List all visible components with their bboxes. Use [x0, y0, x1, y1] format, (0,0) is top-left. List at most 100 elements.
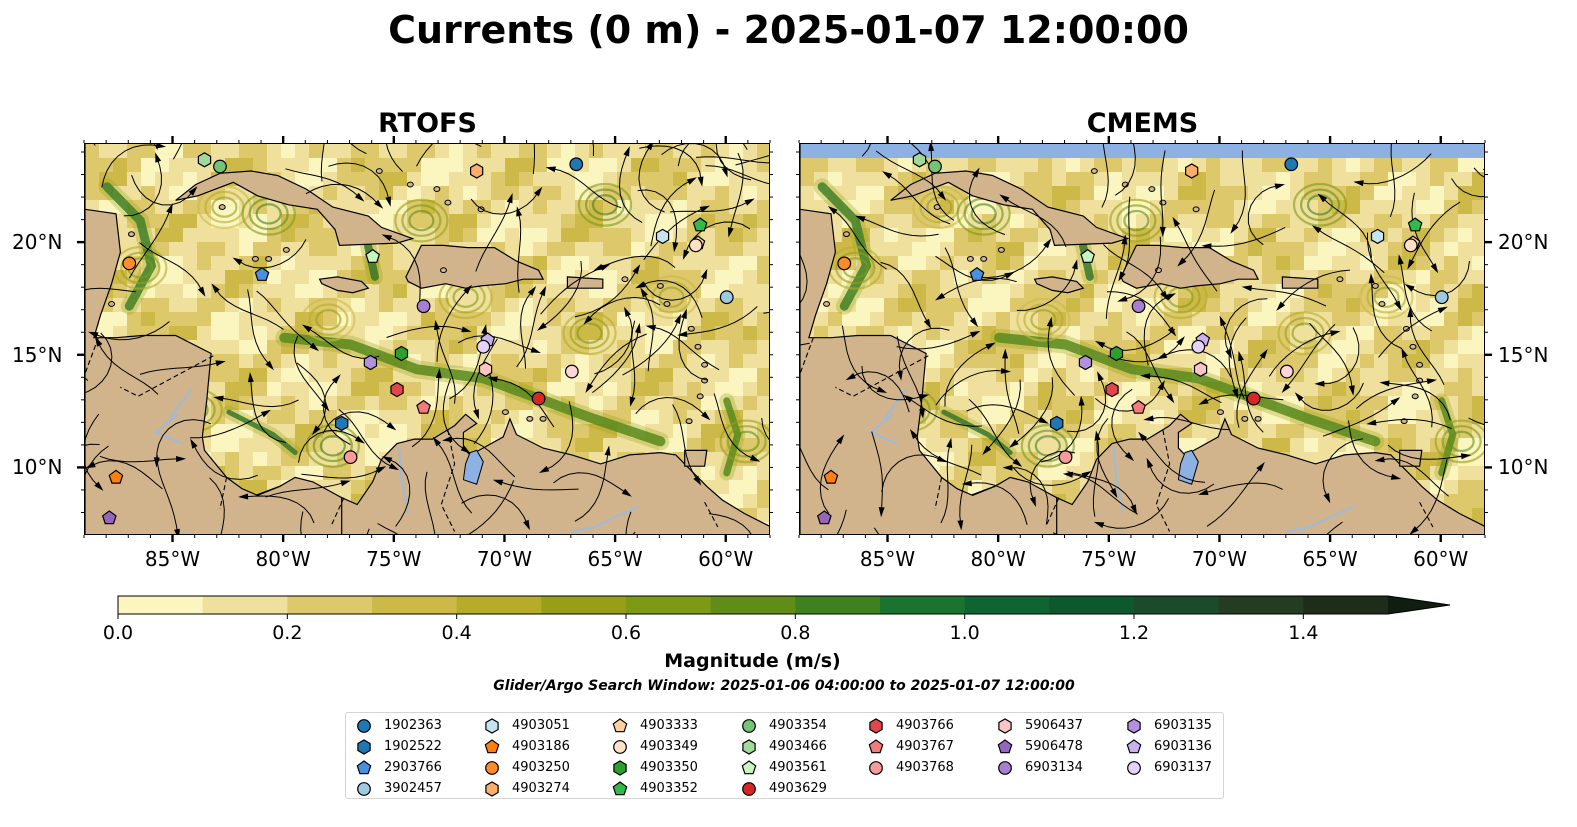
float-marker[interactable] — [564, 364, 579, 379]
legend-marker[interactable] — [742, 718, 756, 733]
float-marker[interactable] — [1078, 354, 1093, 371]
streamlines — [85, 144, 769, 534]
legend-item: 4903051 — [482, 715, 570, 736]
float-marker[interactable] — [213, 159, 227, 174]
legend-marker[interactable] — [1127, 717, 1141, 734]
float-marker[interactable] — [1434, 290, 1449, 305]
float-marker[interactable] — [1109, 345, 1124, 362]
legend-marker[interactable] — [357, 781, 371, 796]
map-panel-cmems[interactable] — [799, 143, 1485, 535]
legend-label: 4903274 — [512, 781, 570, 796]
float-marker[interactable] — [335, 415, 349, 432]
float-marker[interactable] — [823, 469, 839, 484]
legend-label: 4903466 — [769, 739, 827, 754]
legend-marker[interactable] — [741, 759, 757, 774]
float-marker[interactable] — [365, 248, 381, 263]
float-marker[interactable] — [655, 228, 670, 245]
legend-label: 4903766 — [896, 718, 954, 733]
legend-item: 4903561 — [739, 757, 827, 778]
legend-marker[interactable] — [484, 738, 500, 753]
float-marker[interactable] — [969, 266, 985, 281]
land-southAmerica — [341, 413, 769, 534]
float-marker[interactable] — [928, 159, 942, 174]
float-marker[interactable] — [254, 266, 270, 281]
float-marker[interactable] — [197, 152, 212, 168]
legend-item: 1902363 — [354, 715, 442, 736]
float-marker[interactable] — [416, 399, 431, 414]
colorbar-label: Magnitude (m/s) — [664, 650, 841, 672]
legend-marker[interactable] — [485, 760, 499, 775]
legend-marker[interactable] — [612, 717, 628, 732]
float-marker[interactable] — [1131, 299, 1146, 314]
legend-marker[interactable] — [997, 738, 1013, 753]
float-marker[interactable] — [1403, 238, 1418, 253]
float-marker[interactable] — [1370, 228, 1385, 245]
float-marker[interactable] — [1185, 163, 1199, 179]
colorbar-segment — [1218, 596, 1304, 614]
colorbar-tick-label: 0.8 — [780, 622, 811, 644]
float-marker[interactable] — [394, 345, 409, 362]
float-marker[interactable] — [1407, 217, 1423, 232]
legend-marker[interactable] — [485, 780, 499, 797]
colorbar-extend-arrow — [1388, 596, 1450, 614]
float-marker[interactable] — [688, 238, 703, 253]
legend-marker[interactable] — [869, 717, 883, 734]
float-marker[interactable] — [912, 152, 927, 168]
float-marker[interactable] — [1080, 248, 1096, 263]
legend-label: 6903135 — [1154, 718, 1212, 733]
lon-tick-label: 75°W — [1081, 547, 1137, 571]
legend-marker[interactable] — [742, 781, 756, 796]
float-marker[interactable] — [390, 381, 404, 398]
float-marker[interactable] — [692, 217, 708, 232]
float-marker[interactable] — [1105, 381, 1119, 398]
float-marker[interactable] — [1131, 399, 1146, 414]
map-panel-rtofs[interactable] — [84, 143, 770, 535]
float-marker[interactable] — [1193, 361, 1208, 377]
float-marker[interactable] — [108, 469, 124, 484]
float-marker[interactable] — [122, 256, 137, 271]
lon-tick-label: 70°W — [476, 547, 533, 571]
float-marker[interactable] — [1058, 450, 1073, 465]
panel-title-rtofs: RTOFS — [378, 108, 477, 139]
float-marker[interactable] — [816, 510, 832, 525]
float-marker[interactable] — [1284, 157, 1299, 172]
legend-marker[interactable] — [998, 717, 1012, 734]
legend-label: 4903349 — [640, 739, 698, 754]
float-marker[interactable] — [1246, 391, 1261, 406]
legend-marker[interactable] — [612, 780, 628, 795]
legend-marker[interactable] — [613, 739, 627, 754]
float-marker[interactable] — [1191, 339, 1206, 354]
float-marker[interactable] — [478, 361, 493, 377]
legend-marker[interactable] — [357, 718, 371, 733]
float-marker[interactable] — [837, 256, 852, 271]
legend-marker[interactable] — [1126, 738, 1142, 753]
legend-marker[interactable] — [869, 760, 883, 775]
legend-marker[interactable] — [1127, 760, 1141, 775]
legend-item: 4903250 — [482, 757, 570, 778]
legend-marker[interactable] — [613, 759, 627, 776]
colorbar-segment — [118, 596, 204, 614]
legend-marker[interactable] — [356, 759, 372, 774]
legend-marker[interactable] — [868, 738, 884, 753]
legend-label: 3902457 — [384, 781, 442, 796]
float-marker[interactable] — [343, 450, 358, 465]
legend-marker[interactable] — [998, 760, 1012, 775]
land-southAmerica — [1056, 413, 1484, 534]
float-marker[interactable] — [531, 391, 546, 406]
float-marker[interactable] — [1050, 415, 1064, 432]
float-marker[interactable] — [101, 510, 117, 525]
legend-marker[interactable] — [742, 738, 756, 755]
float-marker[interactable] — [569, 157, 584, 172]
float-marker[interactable] — [476, 339, 491, 354]
colorbar-segment — [710, 596, 796, 614]
float-marker[interactable] — [416, 299, 431, 314]
legend-label: 4903561 — [769, 760, 827, 775]
legend-label: 4903250 — [512, 760, 570, 775]
legend-item: 5906437 — [995, 715, 1083, 736]
float-marker[interactable] — [470, 163, 484, 179]
float-marker[interactable] — [363, 354, 378, 371]
float-marker[interactable] — [719, 290, 734, 305]
legend-marker[interactable] — [357, 738, 371, 755]
legend-marker[interactable] — [485, 717, 499, 734]
float-marker[interactable] — [1279, 364, 1294, 379]
